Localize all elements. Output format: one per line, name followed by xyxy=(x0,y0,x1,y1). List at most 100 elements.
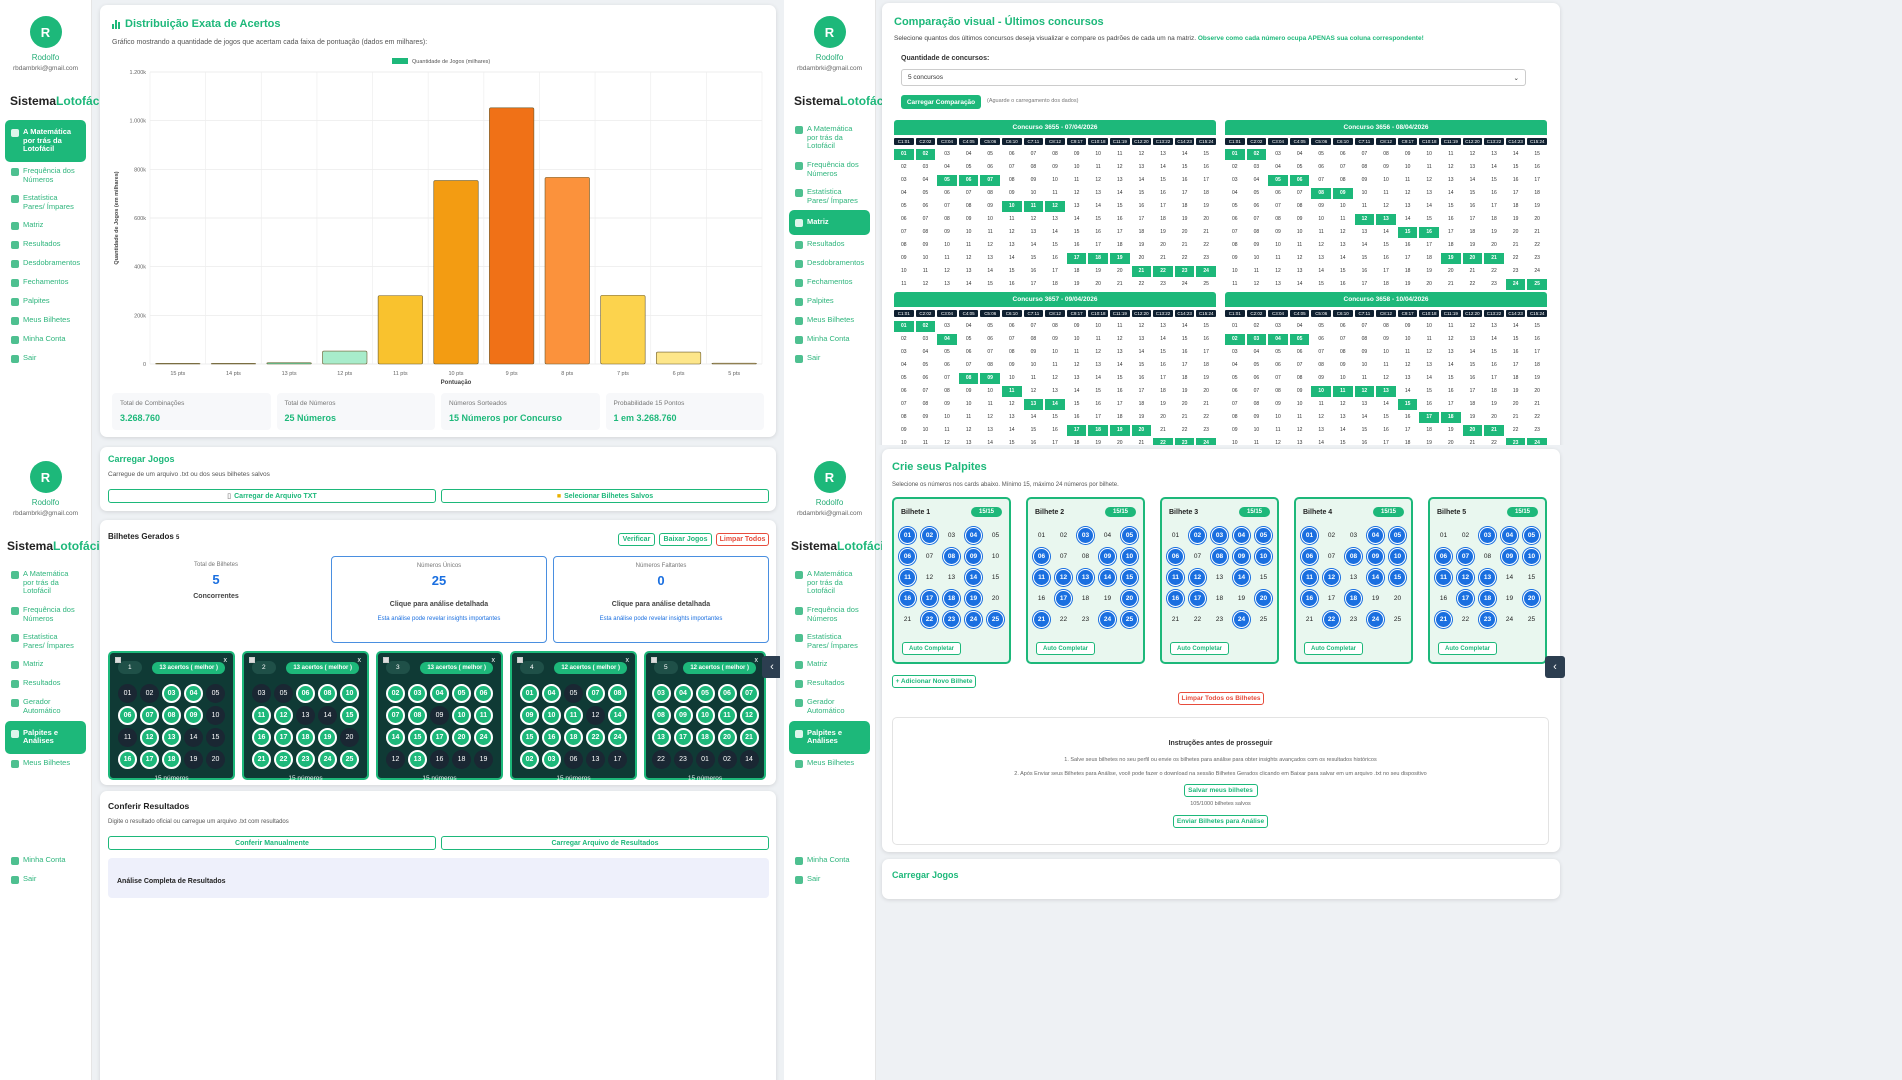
palpite-number[interactable]: 11 xyxy=(1435,569,1452,586)
palpite-number[interactable]: 04 xyxy=(965,527,982,544)
sidebar-item-4[interactable]: Resultados xyxy=(789,235,870,254)
sidebar-item-1[interactable]: Frequência dos Números xyxy=(789,156,870,183)
palpite-number[interactable]: 01 xyxy=(1301,527,1318,544)
palpite-number[interactable]: 08 xyxy=(1081,553,1090,560)
avatar[interactable]: R xyxy=(29,461,62,493)
palpite-number[interactable]: 24 xyxy=(1099,611,1116,628)
palpite-number[interactable]: 02 xyxy=(1327,532,1336,539)
ticket-checkbox[interactable] xyxy=(249,657,255,663)
palpite-number[interactable]: 06 xyxy=(899,548,916,565)
palpite-number[interactable]: 22 xyxy=(921,611,938,628)
sidebar-item-0[interactable]: A Matemática por trás da Lotofácil xyxy=(5,120,86,162)
palpite-number[interactable]: 20 xyxy=(991,595,1000,602)
save-tickets-button[interactable]: Salvar meus bilhetes xyxy=(1183,784,1258,797)
sidebar-item-4[interactable]: Resultados xyxy=(5,674,86,693)
palpite-number[interactable]: 25 xyxy=(1393,616,1402,623)
sidebar-item-6[interactable]: Fechamentos xyxy=(5,273,86,292)
avatar[interactable]: R xyxy=(813,461,846,493)
sidebar-item-5[interactable]: Gerador Automático xyxy=(5,693,86,720)
palpite-number[interactable]: 09 xyxy=(1233,548,1250,565)
palpite-number[interactable]: 19 xyxy=(1371,595,1380,602)
palpite-number[interactable]: 14 xyxy=(1099,569,1116,586)
palpite-number[interactable]: 13 xyxy=(947,574,956,581)
select-saved-button[interactable]: ■ Selecionar Bilhetes Salvos xyxy=(441,489,769,503)
sidebar-item-3[interactable]: Matriz xyxy=(5,216,86,235)
palpite-number[interactable]: 19 xyxy=(1505,595,1514,602)
sidebar-item-7[interactable]: Palpites xyxy=(789,292,870,311)
palpite-number[interactable]: 24 xyxy=(1367,611,1384,628)
auto-complete-button[interactable]: Auto Completar xyxy=(1036,642,1095,655)
stat-missing-numbers[interactable]: Números Faltantes 0 Clique para análise … xyxy=(553,556,769,643)
qty-select[interactable]: 5 concursos ⌄ xyxy=(901,69,1526,86)
palpite-number[interactable]: 23 xyxy=(1081,616,1090,623)
palpite-number[interactable]: 06 xyxy=(1167,548,1184,565)
palpite-number[interactable]: 08 xyxy=(943,548,960,565)
palpite-number[interactable]: 18 xyxy=(1081,595,1090,602)
palpite-number[interactable]: 10 xyxy=(1523,548,1540,565)
palpite-number[interactable]: 18 xyxy=(1345,590,1362,607)
ticket-checkbox[interactable] xyxy=(383,657,389,663)
palpite-number[interactable]: 16 xyxy=(1301,590,1318,607)
palpite-number[interactable]: 08 xyxy=(1211,548,1228,565)
palpite-number[interactable]: 12 xyxy=(1323,569,1340,586)
palpite-number[interactable]: 06 xyxy=(1033,548,1050,565)
auto-complete-button[interactable]: Auto Completar xyxy=(1170,642,1229,655)
palpite-number[interactable]: 16 xyxy=(1167,590,1184,607)
palpite-number[interactable]: 02 xyxy=(1189,527,1206,544)
download-button[interactable]: Baixar Jogos xyxy=(659,533,712,546)
palpite-number[interactable]: 20 xyxy=(1255,590,1272,607)
sidebar-item-0[interactable]: A Matemática por trás da Lotofácil xyxy=(5,565,86,601)
palpite-number[interactable]: 18 xyxy=(1215,595,1224,602)
sidebar-item-5[interactable]: Gerador Automático xyxy=(789,693,870,720)
palpite-number[interactable]: 19 xyxy=(1237,595,1246,602)
palpite-number[interactable]: 21 xyxy=(1033,611,1050,628)
close-icon[interactable]: x xyxy=(357,657,362,664)
palpite-number[interactable]: 21 xyxy=(903,616,912,623)
sidebar-item-2[interactable]: Estatística Pares/ Ímpares xyxy=(789,183,870,210)
sidebar-item-8[interactable]: Meus Bilhetes xyxy=(789,311,870,330)
palpite-number[interactable]: 02 xyxy=(1461,532,1470,539)
palpite-number[interactable]: 14 xyxy=(1233,569,1250,586)
palpite-number[interactable]: 25 xyxy=(1259,616,1268,623)
sidebar-item-6[interactable]: Palpites e Análises xyxy=(789,720,870,754)
auto-complete-button[interactable]: Auto Completar xyxy=(1304,642,1363,655)
palpite-number[interactable]: 11 xyxy=(1033,569,1050,586)
palpite-number[interactable]: 13 xyxy=(1349,574,1358,581)
clear-all-tickets-button[interactable]: Limpar Todos os Bilhetes xyxy=(1178,692,1264,705)
palpite-number[interactable]: 19 xyxy=(1103,595,1112,602)
palpite-number[interactable]: 14 xyxy=(965,569,982,586)
stat-link[interactable]: Esta análise pode revelar insights impor… xyxy=(377,616,501,622)
palpite-number[interactable]: 08 xyxy=(1345,548,1362,565)
sidebar-item-9[interactable]: Minha Conta xyxy=(789,330,870,349)
palpite-number[interactable]: 05 xyxy=(991,532,1000,539)
sidebar-item-0[interactable]: A Matemática por trás da Lotofácil xyxy=(789,120,870,156)
palpite-number[interactable]: 23 xyxy=(1479,611,1496,628)
sidebar-item-2[interactable]: Estatística Pares/ Ímpares xyxy=(5,628,86,655)
palpite-number[interactable]: 09 xyxy=(1501,548,1518,565)
sidebar-item-0[interactable]: Minha Conta xyxy=(789,851,871,870)
palpite-number[interactable]: 04 xyxy=(1233,527,1250,544)
sidebar-item-7[interactable]: Meus Bilhetes xyxy=(789,754,870,773)
palpite-number[interactable]: 01 xyxy=(1171,532,1180,539)
palpite-number[interactable]: 22 xyxy=(1059,616,1068,623)
sidebar-item-4[interactable]: Resultados xyxy=(789,674,870,693)
avatar[interactable]: R xyxy=(29,16,62,48)
palpite-number[interactable]: 14 xyxy=(1505,574,1514,581)
palpite-number[interactable]: 15 xyxy=(991,574,1000,581)
scroll-right-button[interactable]: ‹ xyxy=(1545,656,1565,678)
palpite-number[interactable]: 17 xyxy=(1189,590,1206,607)
ticket-checkbox[interactable] xyxy=(115,657,121,663)
palpite-number[interactable]: 15 xyxy=(1527,574,1536,581)
palpite-number[interactable]: 11 xyxy=(1301,569,1318,586)
close-icon[interactable]: x xyxy=(223,657,228,664)
palpite-number[interactable]: 23 xyxy=(1349,616,1358,623)
send-analysis-button[interactable]: Enviar Bilhetes para Análise xyxy=(1173,815,1268,828)
palpite-number[interactable]: 25 xyxy=(987,611,1004,628)
palpite-number[interactable]: 14 xyxy=(1367,569,1384,586)
palpite-number[interactable]: 07 xyxy=(1059,553,1068,560)
palpite-number[interactable]: 24 xyxy=(965,611,982,628)
sidebar-item-1[interactable]: Frequência dos Números xyxy=(5,601,86,628)
palpite-number[interactable]: 15 xyxy=(1389,569,1406,586)
load-comparison-button[interactable]: Carregar Comparação xyxy=(901,95,981,109)
sidebar-item-8[interactable]: Meus Bilhetes xyxy=(5,311,86,330)
